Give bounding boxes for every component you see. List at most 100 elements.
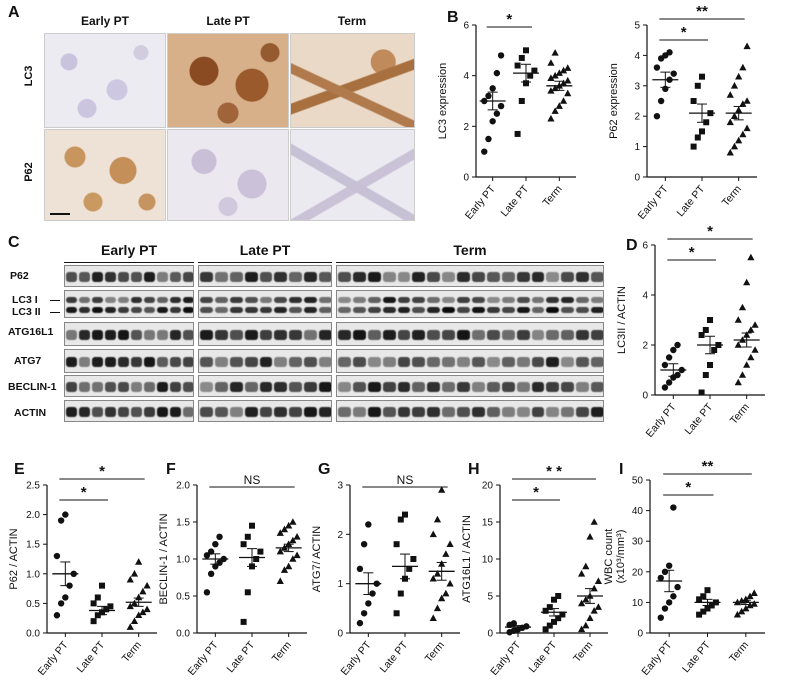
blot-band: [66, 297, 77, 303]
blot-band: [131, 272, 142, 282]
data-point-circle: [212, 563, 219, 570]
data-point-triangle: [446, 579, 454, 587]
blot-band: [229, 356, 243, 368]
blot-band: [472, 272, 485, 282]
data-point-square: [555, 615, 562, 622]
blot-band: [457, 407, 470, 417]
blot-strip-atg7: [64, 349, 194, 373]
blot-band: [259, 382, 273, 392]
y-tick-label: 1: [337, 579, 343, 590]
significance-label: NS: [397, 473, 414, 487]
blot-band: [144, 407, 155, 417]
data-point-triangle: [746, 592, 754, 600]
x-tick-label: Term: [270, 639, 294, 665]
blot-band: [244, 307, 258, 313]
x-tick-label: Term: [727, 639, 751, 665]
data-point-square: [410, 556, 417, 562]
x-tick-label: Late PT: [680, 639, 713, 675]
data-point-circle: [360, 610, 368, 617]
data-point-triangle: [429, 530, 437, 538]
blot-band: [274, 356, 288, 368]
blot-band: [427, 382, 441, 392]
y-tick-label: 0: [337, 629, 343, 640]
blot-band: [214, 329, 228, 341]
blot-band: [79, 407, 90, 417]
significance-label: **: [696, 3, 708, 20]
blot-band: [457, 307, 470, 313]
blot-band: [427, 272, 441, 282]
blot-band: [412, 307, 426, 313]
data-point-triangle: [582, 595, 590, 603]
data-point-circle: [493, 110, 501, 117]
blot-band: [304, 329, 318, 341]
data-point-triangle: [559, 97, 568, 104]
y-tick-label: 2.0: [176, 481, 190, 492]
blot-band: [144, 329, 155, 341]
data-point-triangle: [429, 574, 437, 582]
blot-band: [92, 297, 103, 303]
data-point-square: [542, 626, 549, 633]
blot-band: [259, 297, 273, 303]
blot-band: [92, 382, 103, 392]
blot-band: [397, 272, 411, 282]
data-point-triangle: [747, 353, 755, 361]
blot-band: [338, 329, 351, 341]
blot-band: [382, 407, 396, 417]
blot-band: [486, 297, 500, 303]
data-point-triangle: [735, 72, 743, 80]
y-tick-label: 0: [487, 629, 493, 640]
blot-band: [338, 407, 351, 417]
blot-band: [79, 329, 90, 341]
blot-band: [427, 356, 441, 368]
blot-band: [79, 382, 90, 392]
blot-band: [486, 382, 500, 392]
blot-band: [338, 382, 351, 392]
blot-band: [486, 407, 500, 417]
blot-band: [367, 407, 381, 417]
y-axis-label: P62 / ACTIN: [8, 528, 20, 589]
blot-band: [591, 297, 603, 303]
data-point-square: [542, 607, 549, 614]
blot-band: [442, 407, 456, 417]
blot-band: [472, 297, 485, 303]
blot-band: [501, 382, 515, 392]
blot-band: [183, 329, 193, 341]
blot-band: [304, 307, 318, 313]
y-axis-label: LC3II / ACTIN: [616, 286, 628, 354]
data-point-circle: [493, 69, 501, 77]
data-point-triangle: [582, 621, 590, 629]
blot-band: [118, 329, 129, 341]
y-tick-label: 2: [634, 112, 640, 123]
data-point-square: [514, 62, 521, 69]
blot-band: [319, 356, 331, 368]
blot-band: [367, 307, 381, 313]
data-point-triangle: [594, 577, 602, 584]
data-point-square: [694, 134, 701, 141]
data-point-triangle: [747, 253, 755, 261]
blot-band: [105, 329, 116, 341]
data-point-triangle: [551, 107, 559, 114]
blot-band: [531, 356, 545, 368]
y-tick-label: 0.0: [176, 629, 190, 640]
blot-band: [259, 272, 273, 282]
blot-band: [397, 297, 411, 303]
data-point-triangle: [564, 64, 572, 71]
data-point-square: [393, 610, 400, 617]
y-tick-label: 5: [487, 592, 493, 603]
data-point-circle: [670, 70, 677, 77]
data-point-square: [94, 612, 101, 619]
data-point-square: [103, 606, 110, 613]
y-tick-label: 10: [482, 555, 494, 566]
blot-band: [576, 329, 590, 341]
blot-band: [131, 356, 142, 368]
data-point-triangle: [276, 577, 284, 584]
blot-band: [200, 329, 213, 341]
data-point-triangle: [743, 124, 751, 132]
y-tick-label: 2.5: [26, 481, 40, 492]
blot-label-beclin1: BECLIN-1: [8, 381, 57, 393]
data-point-square: [518, 98, 525, 104]
data-point-circle: [665, 562, 673, 569]
blot-band: [561, 307, 575, 313]
y-tick-label: 0: [463, 173, 469, 184]
blot-band: [397, 307, 411, 313]
